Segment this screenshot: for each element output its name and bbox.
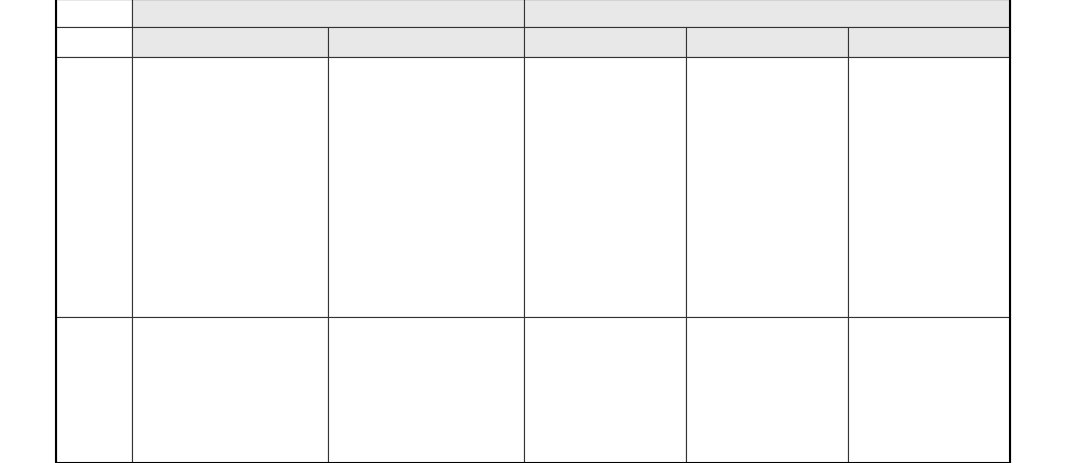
Text: outcomes is not clear.: outcomes is not clear. <box>136 461 248 463</box>
Text: roughly a 2-10: roughly a 2-10 <box>690 120 768 130</box>
Text: pregnancy: pregnancy <box>690 369 750 377</box>
Text: 7-10 fold: 7-10 fold <box>528 132 580 141</box>
Text: ➤ Estimated that half: ➤ Estimated that half <box>852 97 950 106</box>
Text: growth restriction),: growth restriction), <box>136 403 235 412</box>
Text: May be associated with: May be associated with <box>136 357 255 366</box>
Text: pregnancy: pregnancy <box>852 369 912 377</box>
Text: pregnancy loss and: pregnancy loss and <box>528 334 628 343</box>
Text: increased risk of VTE: increased risk of VTE <box>136 75 243 83</box>
Text: role of anticoagulation: role of anticoagulation <box>136 438 250 447</box>
Text: Risk: Risk <box>83 182 104 193</box>
Text: Less Common: Less Common <box>718 7 815 20</box>
Text: ➤ Associated with: ➤ Associated with <box>528 322 610 332</box>
Text: risk of VTE: risk of VTE <box>690 144 750 153</box>
Text: ➤ Associated with: ➤ Associated with <box>690 322 772 332</box>
Text: placental blood clots.: placental blood clots. <box>136 345 245 354</box>
Text: complications of: complications of <box>136 369 223 377</box>
Text: thrombotic: thrombotic <box>898 75 950 83</box>
Text: heterozygous: heterozygous <box>528 97 602 106</box>
Text: VTE: VTE <box>528 155 557 164</box>
Text: ➤ Associated with pregnancy: ➤ Associated with pregnancy <box>332 345 465 354</box>
Text: complications of: complications of <box>332 369 419 377</box>
Text: certain: certain <box>690 345 734 354</box>
Text: mutation: mutation <box>332 334 386 343</box>
Text: pregnancy (roughly: pregnancy (roughly <box>332 380 432 389</box>
Text: (lifetime): (lifetime) <box>528 75 581 83</box>
Text: roughly double for: roughly double for <box>332 75 427 83</box>
Text: ➤: ➤ <box>136 86 147 95</box>
Text: (lifetime): (lifetime) <box>690 75 743 83</box>
Text: ➤ Despite high relative: ➤ Despite high relative <box>136 155 242 164</box>
Text: loss related to: loss related to <box>136 334 213 343</box>
Text: placental abruption. The: placental abruption. The <box>136 426 260 435</box>
Text: 2-fold increase): 2-fold increase) <box>332 392 414 400</box>
Text: associated with: associated with <box>690 109 772 118</box>
Text: (approximately 10% or: (approximately 10% or <box>136 201 252 210</box>
Text: in his/her: in his/her <box>852 155 906 164</box>
Text: ➤ Overall,: ➤ Overall, <box>528 86 574 95</box>
Text: ➤ Associated with pregnancy: ➤ Associated with pregnancy <box>136 322 269 332</box>
Text: Other
Notes: Other Notes <box>79 379 109 401</box>
Text: low (<5% lifetime): low (<5% lifetime) <box>332 132 429 141</box>
Text: experience a VTE: experience a VTE <box>852 144 943 153</box>
Text: IUGR (intrauterine: IUGR (intrauterine <box>136 392 231 400</box>
Text: certain: certain <box>528 345 572 354</box>
Text: in homozygous: in homozygous <box>193 120 264 130</box>
Text: ➤ The risk for VTE is: ➤ The risk for VTE is <box>332 63 424 72</box>
Text: highest: highest <box>864 75 898 83</box>
Text: (50%) of patients: (50%) of patients <box>852 109 943 118</box>
Text: with age, as it does in: with age, as it does in <box>136 224 248 233</box>
Text: complications of: complications of <box>852 357 938 366</box>
Text: certain: certain <box>852 345 896 354</box>
Text: ➤ Associated with the: ➤ Associated with the <box>852 63 952 72</box>
Text: risk: risk <box>852 86 881 95</box>
Text: Antithrombin
deficiency: Antithrombin deficiency <box>889 32 968 54</box>
Text: absolute risk of VTE is: absolute risk of VTE is <box>332 120 444 130</box>
Text: deficiency will: deficiency will <box>852 132 929 141</box>
Text: person with FVL to: person with FVL to <box>136 178 232 187</box>
Text: patient is unknown. The: patient is unknown. The <box>332 109 453 118</box>
Text: fold increased: fold increased <box>690 132 766 141</box>
Text: ➤ Associated with: ➤ Associated with <box>852 322 934 332</box>
Text: Prothrombin G20210A
mutation: Prothrombin G20210A mutation <box>360 32 491 54</box>
Text: lifetime: lifetime <box>852 167 899 175</box>
Text: in heterozygous: in heterozygous <box>182 86 257 95</box>
Text: patients (i.e. one gene: patients (i.e. one gene <box>136 97 251 106</box>
Text: risks, the risk for a: risks, the risk for a <box>136 167 232 175</box>
Text: preeclampsia and: preeclampsia and <box>136 414 229 424</box>
Text: pregnancy loss and: pregnancy loss and <box>690 334 790 343</box>
Text: pregnancy loss and: pregnancy loss and <box>852 334 952 343</box>
Text: ➤ Also called Factor II: ➤ Also called Factor II <box>332 322 430 332</box>
Text: Factor V Leiden Mutation
(FVL): Factor V Leiden Mutation (FVL) <box>155 32 304 54</box>
Text: ➤ Absolute risk: <10%: ➤ Absolute risk: <10% <box>528 63 632 72</box>
Text: thought to have a: thought to have a <box>528 120 621 130</box>
Text: ➤ Heterozygous: ➤ Heterozygous <box>690 86 764 95</box>
Text: patients (i.e. mutations: patients (i.e. mutations <box>136 132 255 141</box>
Text: pregnancy, including: pregnancy, including <box>136 380 243 389</box>
Text: pregnancy: pregnancy <box>528 369 588 377</box>
Text: loss and certain: loss and certain <box>332 357 416 366</box>
Text: More Common: More Common <box>277 7 378 20</box>
Text: heterozygous patients;: heterozygous patients; <box>332 86 448 95</box>
Text: the general population.: the general population. <box>136 236 255 245</box>
Text: ➤ People with FVL have an: ➤ People with FVL have an <box>136 63 258 72</box>
Text: deficiency: deficiency <box>690 97 749 106</box>
Text: increased risk of: increased risk of <box>528 144 615 153</box>
Text: develop a VTE is low: develop a VTE is low <box>136 190 241 199</box>
Text: ➤ Absolute risk <5%: ➤ Absolute risk <5% <box>690 63 785 72</box>
Text: in preventing these: in preventing these <box>136 449 236 458</box>
Text: carriers are: carriers are <box>528 109 592 118</box>
Text: complications of: complications of <box>528 357 615 366</box>
Text: in two genes): in two genes) <box>136 144 210 153</box>
Text: ➤: ➤ <box>136 120 147 130</box>
Text: 50-80 fold: 50-80 fold <box>147 120 193 130</box>
Text: with antithrombin: with antithrombin <box>852 120 945 130</box>
Text: less). Risk increases: less). Risk increases <box>136 213 240 222</box>
Text: risk to homozygous: risk to homozygous <box>332 97 432 106</box>
Text: Protein S
deficiency: Protein S deficiency <box>736 32 797 54</box>
Text: Protein C
deficiency: Protein C deficiency <box>574 32 635 54</box>
Text: mutation): mutation) <box>136 109 193 118</box>
Text: complications of: complications of <box>690 357 776 366</box>
Text: 3-8 fold: 3-8 fold <box>147 86 182 95</box>
